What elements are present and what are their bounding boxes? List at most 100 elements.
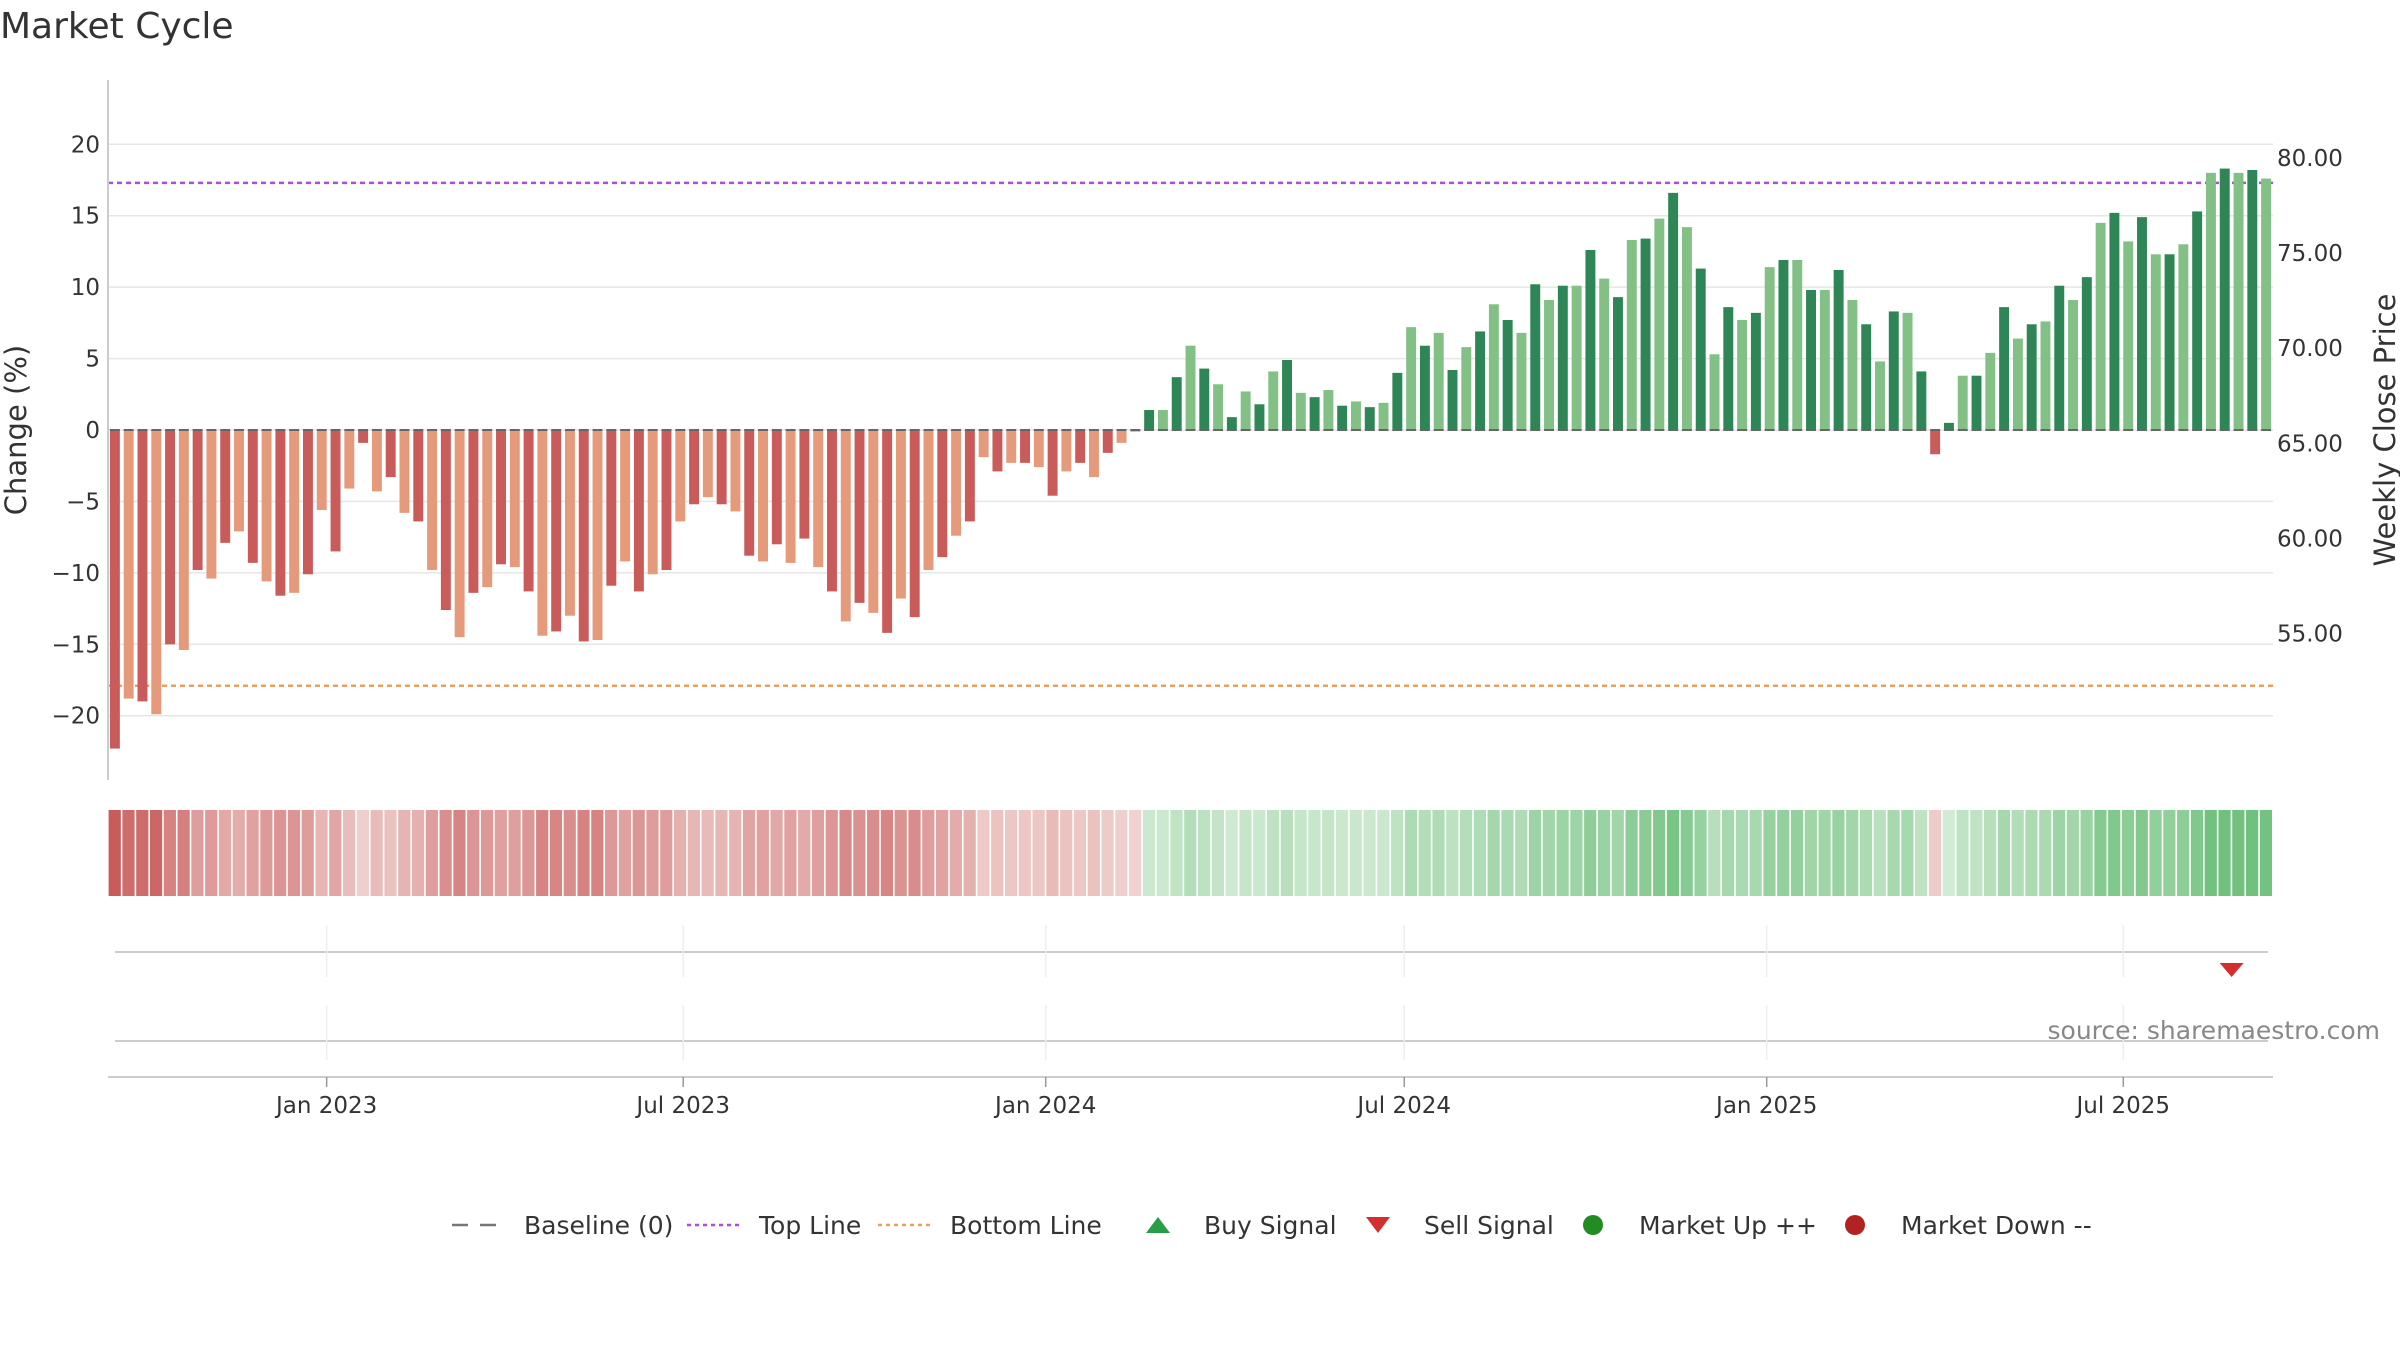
change-bar: [1323, 390, 1334, 430]
heat-cell: [1211, 810, 1224, 896]
change-bar: [2026, 324, 2037, 430]
heat-cell: [1501, 810, 1514, 896]
heat-cell: [1363, 810, 1376, 896]
change-bar: [1681, 227, 1692, 430]
heat-cell: [963, 810, 976, 896]
heat-cell: [1322, 810, 1335, 896]
change-bar: [785, 430, 796, 563]
heat-cell: [632, 810, 645, 896]
heat-cell: [1666, 810, 1680, 896]
heat-cell: [232, 810, 245, 896]
change-bar: [509, 430, 520, 568]
change-bar: [1475, 331, 1486, 430]
change-bar: [606, 430, 617, 586]
left-y-tick-labels: 20 15 10 5 0 −5 −10 −15 −20: [51, 132, 100, 729]
change-bar: [1364, 407, 1375, 430]
heat-cell: [1956, 810, 1969, 896]
change-bar: [647, 430, 658, 575]
heat-cell: [673, 810, 687, 896]
change-bar: [1806, 290, 1817, 430]
heat-cell: [1639, 810, 1652, 896]
change-bar: [2068, 300, 2079, 430]
change-bar: [799, 430, 810, 539]
change-bar: [371, 430, 382, 492]
change-bar: [1833, 270, 1844, 430]
change-bar: [413, 430, 424, 522]
heat-cell: [246, 810, 259, 896]
change-bar: [123, 430, 134, 699]
change-bar: [937, 430, 948, 558]
legend-swatch: [1583, 1215, 1603, 1235]
change-bar: [454, 430, 465, 638]
change-bar: [978, 430, 989, 458]
change-bar: [1226, 417, 1237, 430]
y-tick-label: 15: [71, 204, 100, 230]
heat-cell: [825, 810, 838, 896]
heat-cell: [646, 810, 659, 896]
x-tick-label: Jan 2023: [274, 1093, 377, 1119]
change-bar: [1957, 375, 1968, 430]
heat-cell: [2039, 810, 2052, 896]
change-bar: [1888, 311, 1899, 430]
heat-cell: [1528, 810, 1542, 896]
source-label: source: sharemaestro.com: [2048, 1016, 2381, 1045]
change-bar: [895, 430, 906, 599]
change-bar: [1378, 402, 1389, 430]
heat-cell: [439, 810, 452, 896]
heat-cell: [1735, 810, 1748, 896]
change-bar: [1254, 404, 1265, 430]
heat-cell: [1722, 810, 1735, 896]
heat-cell: [1584, 810, 1597, 896]
change-bar: [840, 430, 851, 622]
heat-cell: [1611, 810, 1624, 896]
heat-cell: [742, 810, 756, 896]
heat-cell: [991, 810, 1004, 896]
y2-tick-label: 75.00: [2277, 241, 2343, 267]
heat-cell: [1901, 810, 1914, 896]
change-bar: [2150, 254, 2161, 430]
change-bar: [385, 430, 396, 478]
heat-cell: [2218, 810, 2231, 896]
heat-cell: [1377, 810, 1390, 896]
heat-cell: [1087, 810, 1100, 896]
heat-cell: [1708, 810, 1721, 896]
change-bar: [1750, 312, 1761, 430]
heat-cell: [605, 810, 618, 896]
change-bar: [1502, 320, 1513, 430]
reference-lines: [108, 181, 2273, 687]
change-bar: [675, 430, 686, 522]
change-bars: [109, 168, 2272, 749]
heat-cell: [1239, 810, 1252, 896]
change-bar: [1985, 352, 1996, 430]
chart-title: Market Cycle: [0, 6, 234, 47]
change-bar: [234, 430, 244, 532]
change-bar: [1902, 312, 1913, 430]
heat-cell: [522, 810, 535, 896]
heat-cell: [2094, 810, 2107, 896]
heat-cell: [1156, 810, 1169, 896]
heat-cell: [1432, 810, 1445, 896]
heat-cell: [756, 810, 769, 896]
change-bar: [1640, 238, 1651, 430]
change-bar: [1433, 332, 1444, 430]
legend-label: Top Line: [758, 1211, 861, 1240]
change-bar: [827, 430, 837, 592]
cycle-heat-strip: [108, 810, 2272, 896]
change-bar: [1695, 268, 1706, 430]
change-bar: [923, 430, 934, 570]
heat-cell: [1170, 810, 1183, 896]
heat-cell: [1335, 810, 1349, 896]
change-bar: [1337, 405, 1348, 430]
heat-cell: [1032, 810, 1045, 896]
change-bar: [523, 430, 534, 592]
y-axis-title: Change (%): [0, 345, 33, 515]
change-bar: [1309, 397, 1320, 430]
heat-cell: [1404, 810, 1418, 896]
heat-cell: [1542, 810, 1555, 896]
heat-cell: [949, 810, 962, 896]
change-bar: [2137, 217, 2147, 430]
heat-cell: [1846, 810, 1859, 896]
change-bar: [592, 430, 603, 640]
heat-cell: [1487, 810, 1500, 896]
x-tick-label: Jan 2024: [993, 1093, 1096, 1119]
